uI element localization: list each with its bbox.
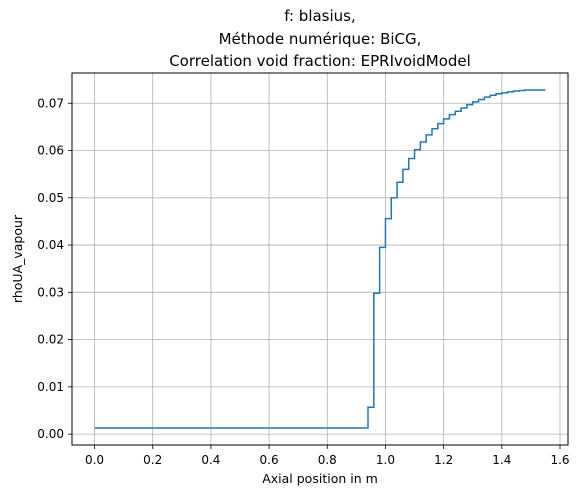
- x-tick-label: 1.0: [376, 453, 395, 467]
- x-tick-label: 0.0: [85, 453, 104, 467]
- axes-frame: [71, 72, 569, 446]
- plot-area: [94, 89, 546, 429]
- x-tick-label: 0.6: [260, 453, 279, 467]
- chart-title-line-3: Correlation void fraction: EPRIvoidModel: [169, 52, 471, 70]
- x-tick-label: 1.2: [434, 453, 453, 467]
- x-tick-label: 0.2: [143, 453, 162, 467]
- chart-title-line-2: Méthode numérique: BiCG,: [219, 30, 422, 48]
- x-tick-label: 1.6: [550, 453, 569, 467]
- x-tick-label: 0.8: [318, 453, 337, 467]
- ticks: 0.0 0.2 0.4 0.6 0.8 1.0 1.2 1.4 1.6 0.00 0.01 0.02 0…: [37, 96, 569, 467]
- series-line: [94, 89, 546, 429]
- x-tick-label: 0.4: [201, 453, 220, 467]
- y-tick-label: 0.05: [37, 191, 64, 205]
- grid: [72, 73, 568, 445]
- x-tick-label: 1.4: [492, 453, 511, 467]
- chart-title-line-1: f: blasius,: [284, 7, 356, 25]
- y-tick-label: 0.00: [37, 427, 64, 441]
- y-tick-label: 0.02: [37, 333, 64, 347]
- y-tick-label: 0.07: [37, 96, 64, 110]
- y-tick-label: 0.01: [37, 380, 64, 394]
- y-tick-label: 0.06: [37, 144, 64, 158]
- y-tick-label: 0.03: [37, 285, 64, 299]
- x-axis-label: Axial position in m: [262, 471, 378, 486]
- y-axis-label: rhoUA_vapour: [10, 214, 25, 303]
- y-tick-label: 0.04: [37, 238, 64, 252]
